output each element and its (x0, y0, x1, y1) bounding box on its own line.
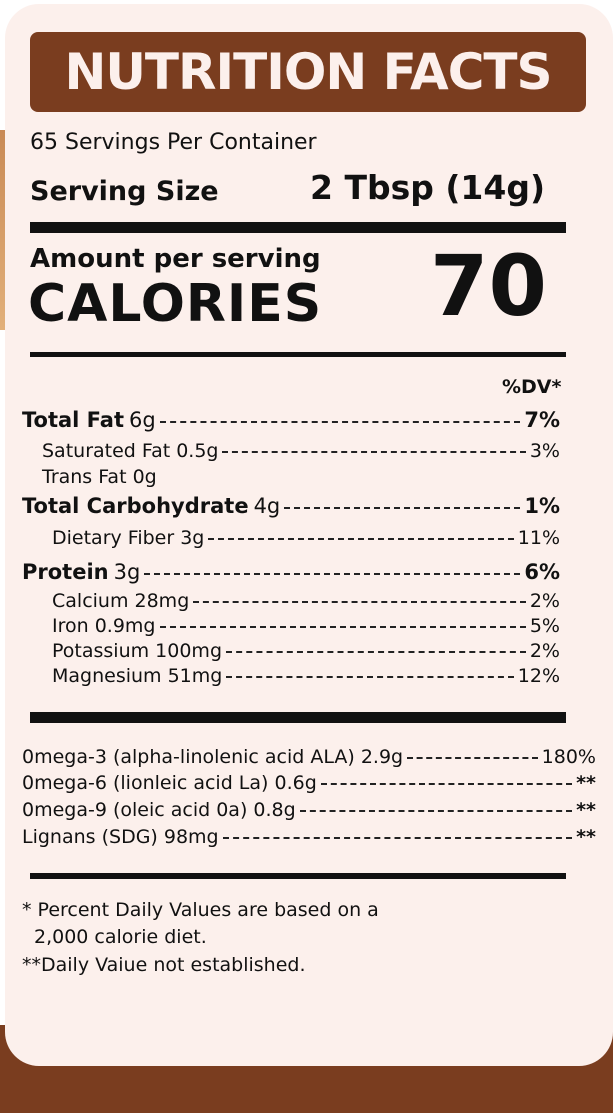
fatty-acid-row: 0mega-9 (oleic acid 0a) 0.8g ** (22, 799, 596, 821)
nutrient-dv: 2% (529, 640, 560, 662)
nutrient-name: Potassium 100mg (52, 640, 222, 662)
fatty-acid-row: 0mega-6 (lionleic acid La) 0.6g ** (22, 772, 596, 794)
nutrient-dv: 7% (524, 408, 560, 432)
nutrient-dv: 5% (529, 615, 560, 637)
fatty-acid-dv: 180% (541, 746, 596, 768)
nutrient-dv: 3% (529, 440, 560, 462)
footnote-diet: 2,000 calorie diet. (34, 926, 207, 948)
amount-per-serving: Amount per serving (30, 244, 321, 274)
fatty-acid-dv: ** (576, 826, 596, 848)
dotted-leader (159, 421, 521, 423)
calories-value: 70 (430, 237, 547, 335)
servings-per-container: 65 Servings Per Container (30, 130, 317, 155)
fatty-acid-row: Lignans (SDG) 98mg ** (22, 826, 596, 848)
dotted-leader (159, 626, 526, 628)
nutrient-name: Total Fat (22, 408, 125, 432)
nutrient-row: Protein 3g 6% (22, 560, 560, 584)
footnote-not-established: **Daily Vaiue not established. (22, 954, 306, 976)
dv-header: %DV* (502, 376, 562, 398)
nutrient-row: Saturated Fat 0.5g 3% (22, 440, 560, 462)
dotted-leader (407, 757, 538, 759)
nutrient-row: Potassium 100mg 2% (22, 640, 560, 662)
fatty-acid-dv: ** (576, 799, 596, 821)
nutrient-row: Magnesium 51mg 12% (22, 665, 560, 687)
nutrient-dv: 6% (524, 560, 560, 584)
dotted-leader (193, 601, 526, 603)
title-banner: NUTRITION FACTS (30, 32, 586, 112)
nutrient-dv: 11% (517, 527, 560, 549)
nutrient-name: Magnesium 51mg (52, 665, 223, 687)
dotted-leader (226, 651, 526, 653)
dotted-leader (320, 783, 573, 785)
fatty-acid-name: Lignans (SDG) 98mg (22, 826, 219, 848)
nutrient-row: Trans Fat 0g (22, 466, 560, 488)
fatty-acid-dv: ** (576, 772, 596, 794)
nutrient-row: Total Carbohydrate 4g 1% (22, 494, 560, 518)
nutrition-label (5, 4, 613, 1066)
nutrient-row: Calcium 28mg 2% (22, 590, 560, 612)
divider-thick (30, 712, 566, 723)
serving-size-label: Serving Size (30, 176, 219, 207)
dotted-leader (222, 837, 573, 839)
nutrient-name: Total Carbohydrate (22, 494, 249, 518)
nutrient-amount: 4g (253, 494, 281, 518)
divider-thick (30, 222, 566, 233)
divider-medium (30, 873, 566, 879)
nutrient-name: Protein (22, 560, 109, 584)
nutrient-dv: 12% (517, 665, 560, 687)
footnote-dv: * Percent Daily Values are based on a (22, 899, 379, 921)
nutrient-name: Dietary Fiber 3g (52, 527, 205, 549)
dotted-leader (222, 451, 526, 453)
fatty-acid-name: 0mega-3 (alpha-linolenic acid ALA) 2.9g (22, 746, 404, 768)
dotted-leader (284, 507, 521, 509)
nutrient-name: Saturated Fat 0.5g (42, 440, 219, 462)
nutrient-dv: 1% (524, 494, 560, 518)
fatty-acid-name: 0mega-6 (lionleic acid La) 0.6g (22, 772, 317, 794)
nutrient-name: Calcium 28mg (52, 590, 190, 612)
dotted-leader (144, 573, 521, 575)
nutrient-row: Dietary Fiber 3g 11% (22, 527, 560, 549)
dotted-leader (208, 538, 514, 540)
nutrient-name: Trans Fat 0g (42, 466, 157, 488)
nutrient-amount: 6g (129, 408, 156, 432)
divider-medium (30, 352, 566, 357)
nutrient-name: Iron 0.9mg (52, 615, 156, 637)
nutrient-dv: 2% (529, 590, 560, 612)
fatty-acid-row: 0mega-3 (alpha-linolenic acid ALA) 2.9g 1… (22, 746, 596, 768)
nutrient-row: Iron 0.9mg 5% (22, 615, 560, 637)
dotted-leader (299, 810, 573, 812)
calories-label: CALORIES (28, 274, 323, 334)
fatty-acid-name: 0mega-9 (oleic acid 0a) 0.8g (22, 799, 296, 821)
dotted-leader (226, 676, 514, 678)
nutrient-amount: 3g (113, 560, 141, 584)
nutrient-row: Total Fat 6g 7% (22, 408, 560, 432)
serving-size-value: 2 Tbsp (14g) (310, 168, 546, 207)
